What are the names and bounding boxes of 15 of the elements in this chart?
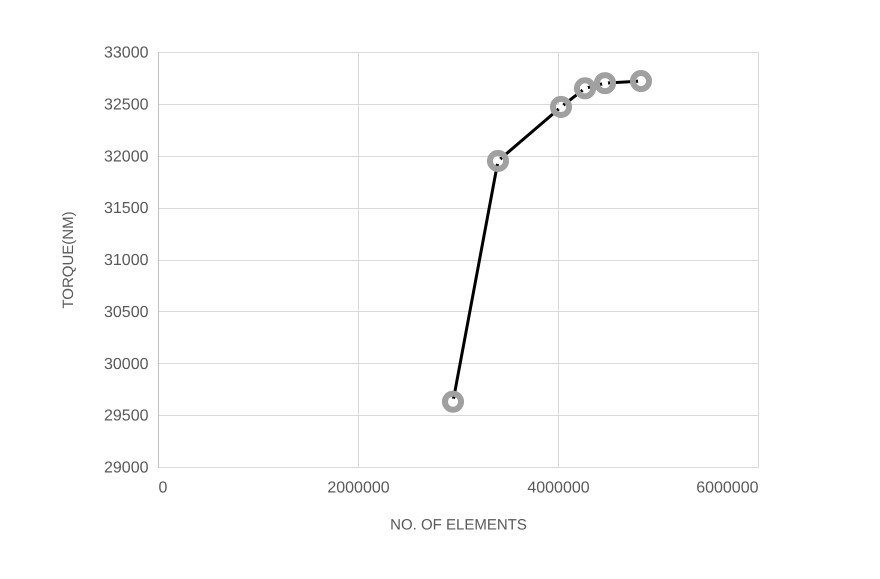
y-tick-label: 30000 [104,356,149,373]
x-tick-label: 4000000 [527,480,590,496]
x-tick-label: 2000000 [327,480,390,496]
x-tick-label: 0 [158,480,168,496]
y-tick-label: 32500 [104,96,149,114]
y-tick-label: 29500 [104,408,149,425]
y-tick-label: 29000 [104,460,149,476]
y-tick-label: 31500 [104,200,149,218]
x-tick-label: 6000000 [696,480,759,496]
x-axis-title: NO. OF ELEMENTS [390,516,527,534]
y-tick-label: 32000 [104,148,149,166]
y-tick-label: 30500 [104,304,149,321]
y-tick-label: 31000 [104,252,149,269]
y-axis-title: TORQUE(NM) [60,211,78,309]
y-tick-label: 33000 [104,44,149,62]
